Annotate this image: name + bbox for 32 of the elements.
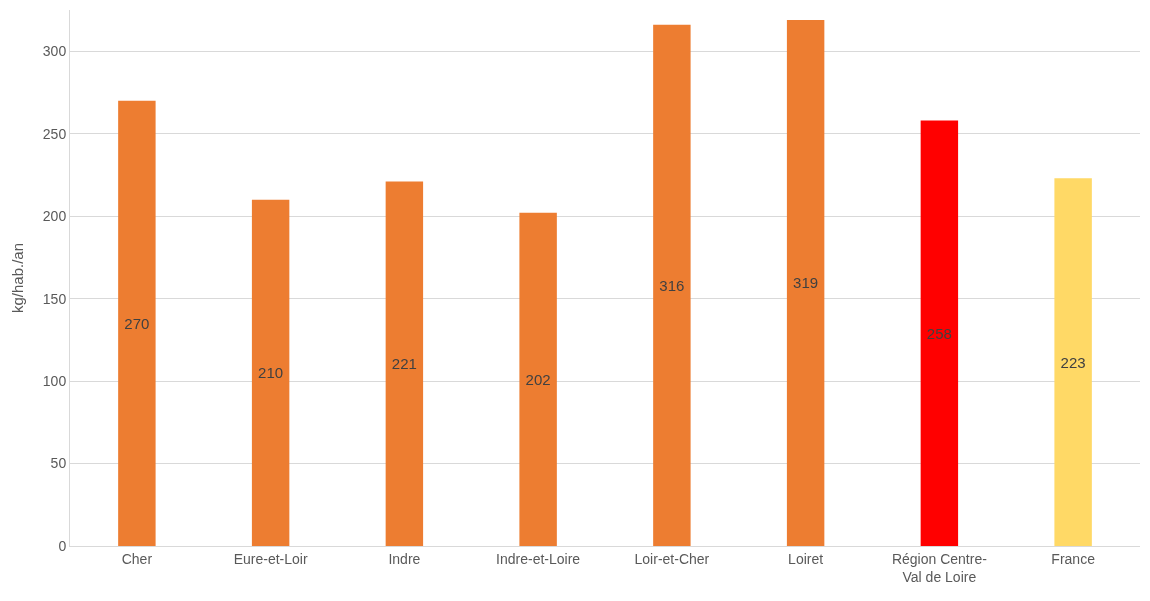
x-tick-label: Indre <box>388 550 421 567</box>
bar <box>118 100 156 546</box>
bar <box>385 181 424 546</box>
y-tick-label: 50 <box>50 455 67 472</box>
bar <box>786 19 825 546</box>
data-label: 258 <box>926 324 952 342</box>
y-tick-label: 150 <box>42 290 67 307</box>
x-tick-label: Indre-et-Loire <box>496 550 581 567</box>
data-label: 210 <box>258 364 284 382</box>
y-axis-title: kg/hab./an <box>9 242 27 314</box>
bar <box>653 24 691 546</box>
y-tick-label: 300 <box>42 43 67 60</box>
data-label: 270 <box>124 314 150 332</box>
data-label: 316 <box>659 276 685 294</box>
data-label: 319 <box>793 274 819 292</box>
data-label: 202 <box>525 370 551 388</box>
y-tick-label: 0 <box>58 537 67 554</box>
x-tick-label: France <box>1051 550 1096 567</box>
data-label: 223 <box>1060 353 1086 371</box>
x-tick-label: Loir-et-Cher <box>634 550 710 567</box>
bar <box>519 212 557 546</box>
bar <box>1054 178 1092 546</box>
x-tick-label: Cher <box>121 550 153 567</box>
y-tick-label: 200 <box>42 208 67 225</box>
x-tick-label: Loiret <box>788 550 824 567</box>
data-label: 221 <box>391 355 417 373</box>
bar <box>251 199 290 546</box>
y-tick-label: 100 <box>42 372 67 389</box>
y-tick-label: 250 <box>42 125 67 142</box>
x-tick-label: Région Centre-Val de Loire <box>891 550 988 585</box>
bar <box>920 120 959 546</box>
x-tick-label: Eure-et-Loir <box>233 550 308 567</box>
